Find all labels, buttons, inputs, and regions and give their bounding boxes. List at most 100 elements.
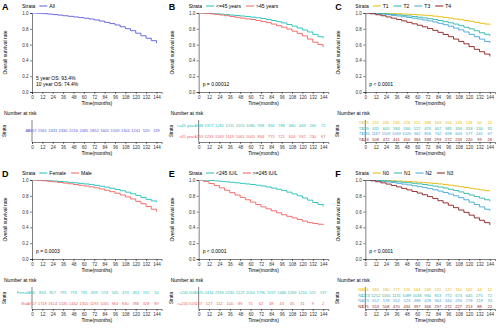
- risk-count: 1718: [38, 301, 48, 306]
- tick: 84: [269, 259, 275, 267]
- tick-mark: [490, 142, 491, 144]
- tick-mark: [363, 196, 365, 197]
- tick-label: 24: [51, 262, 57, 267]
- tick: 120: [466, 142, 474, 150]
- tick-label: 132: [310, 145, 318, 150]
- x-axis-title: Time(months): [248, 267, 279, 273]
- tick-mark: [363, 227, 365, 228]
- tick: 24: [217, 92, 223, 100]
- tick-label: 48: [405, 95, 411, 100]
- tick-mark: [73, 142, 74, 144]
- risk-count: 1442: [69, 301, 79, 306]
- tick-label: 48: [405, 312, 411, 317]
- tick-label: 144: [320, 145, 328, 150]
- risk-count: 817: [49, 290, 56, 295]
- tick-label: 84: [436, 95, 442, 100]
- tick: 120: [299, 259, 307, 267]
- risk-count: 139: [153, 128, 160, 133]
- legend-label: N2: [425, 170, 432, 176]
- tick-mark: [84, 142, 85, 144]
- tick: 24: [217, 309, 223, 317]
- tick-label: 24: [217, 145, 223, 150]
- tick: 108: [122, 259, 130, 267]
- tick: 0.4: [22, 225, 32, 230]
- tick: 144: [320, 309, 328, 317]
- legend-swatch: [373, 173, 381, 174]
- risk-count: 31: [300, 301, 305, 306]
- tick-mark: [417, 309, 418, 311]
- risk-count: 659: [91, 290, 98, 295]
- tick-mark: [219, 92, 220, 94]
- tick-mark: [30, 92, 32, 93]
- tick-mark: [146, 142, 147, 144]
- tick: 12: [40, 259, 46, 267]
- tick-label: 24: [384, 262, 390, 267]
- risk-count: 2230: [225, 290, 235, 295]
- tick-mark: [209, 309, 210, 311]
- tick-label: 1.0: [356, 11, 363, 16]
- tick: 60: [415, 259, 421, 267]
- tick-mark: [251, 309, 252, 311]
- axis-line: [30, 14, 33, 93]
- tick-label: 60: [249, 95, 255, 100]
- tick-mark: [219, 142, 220, 144]
- tick-mark: [125, 92, 126, 94]
- tick: 108: [289, 92, 297, 100]
- tick-mark: [199, 142, 200, 144]
- tick-mark: [271, 142, 272, 144]
- risk-count: 245: [383, 120, 390, 125]
- risk-count: 163: [435, 120, 442, 125]
- tick: 72: [92, 309, 98, 317]
- risk-count: 508: [372, 137, 379, 142]
- legend-swatch: [71, 173, 79, 174]
- risk-count: 2010: [246, 290, 256, 295]
- tick-mark: [261, 142, 262, 144]
- tick: 0.6: [189, 43, 199, 48]
- risk-count: 434: [403, 304, 410, 309]
- tick-mark: [459, 259, 460, 261]
- tick-mark: [53, 142, 54, 144]
- risk-count: 1131: [392, 293, 401, 298]
- risk-table-x-axis: 01224364860728496108120132144: [31, 309, 162, 317]
- risk-count: 772: [445, 293, 452, 298]
- tick-mark: [469, 259, 470, 261]
- tick: 120: [132, 259, 140, 267]
- tick: 84: [103, 142, 109, 150]
- x-axis-title: Time(months): [415, 267, 446, 273]
- tick-mark: [271, 92, 272, 94]
- risk-count: 72: [321, 123, 326, 128]
- risk-count: 134: [455, 120, 462, 125]
- tick: 120: [466, 259, 474, 267]
- legend-swatch: [394, 6, 402, 7]
- tick-label: 0.6: [22, 43, 29, 48]
- tick: 144: [487, 142, 495, 150]
- tick-label: 0.2: [356, 241, 363, 246]
- tick: 24: [384, 142, 390, 150]
- legend-label: T2: [404, 3, 410, 9]
- tick-label: 0: [31, 95, 34, 100]
- tick: 84: [436, 92, 442, 100]
- tick-mark: [63, 142, 64, 144]
- tick: 0.0: [356, 257, 366, 262]
- tick-label: 96: [113, 312, 119, 317]
- tick: 12: [207, 92, 213, 100]
- tick-label: 72: [259, 95, 265, 100]
- risk-count: 698: [445, 131, 452, 136]
- legend-label: T4: [445, 3, 451, 9]
- tick: 108: [455, 142, 463, 150]
- panel-label: B: [169, 2, 176, 12]
- risk-count: 1165: [382, 293, 391, 298]
- legend-label: <=45 years: [216, 3, 242, 9]
- tick-mark: [209, 92, 210, 94]
- risk-count: 470: [424, 126, 431, 131]
- tick: 12: [374, 142, 380, 150]
- tick: 108: [289, 309, 297, 317]
- risk-count: 673: [455, 293, 462, 298]
- tick-label: 48: [238, 262, 244, 267]
- risk-count: 278: [466, 298, 473, 303]
- tick-mark: [30, 13, 32, 14]
- tick-label: 144: [320, 95, 328, 100]
- risk-count: 1167: [371, 131, 380, 136]
- tick-mark: [197, 259, 199, 260]
- risk-count: 154: [445, 120, 452, 125]
